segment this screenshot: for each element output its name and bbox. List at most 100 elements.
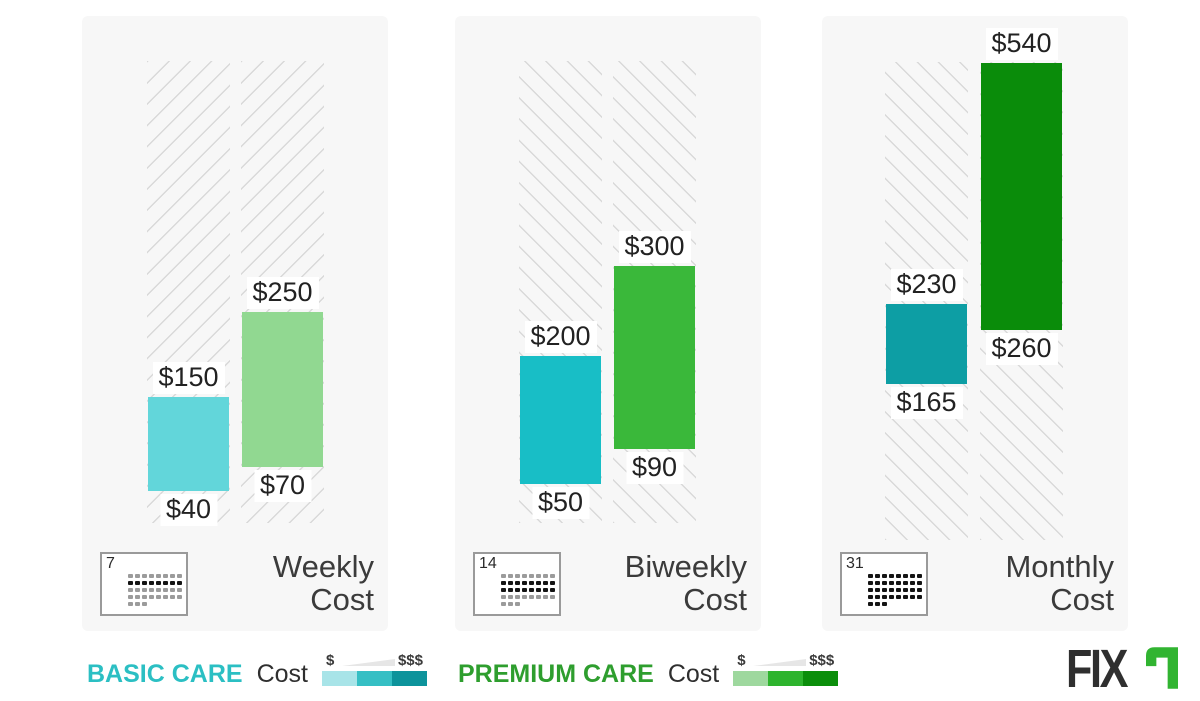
calendar-week-row [501,595,555,599]
scale-wedge-icon [753,659,807,666]
bar-basic-care: $150 $40 [148,362,229,526]
bar-basic-care: $200 $50 [520,321,601,519]
calendar-day-dash [868,574,873,578]
cost-scale-premium: $ $$$ [733,653,839,686]
calendar-day-dash [515,602,520,606]
calendar-day-dash [522,581,527,585]
calendar-day-dash [910,595,915,599]
calendar-day-dash [917,574,922,578]
plot-area-monthly: $230 $165 $540 $260 [822,16,1128,541]
calendar-grid [501,574,555,606]
calendar-day-dash [522,574,527,578]
calendar-day-dash [156,595,161,599]
calendar-week-row [128,574,182,578]
cost-swatch [321,671,357,686]
value-label-low: $40 [159,494,218,526]
legend-premium-name: PREMIUM CARE [458,660,654,688]
value-label-low: $90 [625,452,684,484]
calendar-grid [868,574,922,606]
calendar-day-dash [163,574,168,578]
calendar-day-dash [177,574,182,578]
calendar-day-dash [142,595,147,599]
calendar-day-dash [882,581,887,585]
value-label-high: $250 [246,277,319,309]
calendar-day-dash [170,574,175,578]
calendar-day-dash [163,595,168,599]
calendar-day-dash [508,574,513,578]
calendar-day-dash [170,588,175,592]
calendar-day-dash [163,581,168,585]
cost-swatch [356,671,392,686]
calendar-day-dash [529,574,534,578]
calendar-day-dash [177,595,182,599]
calendar-day-dash [149,588,154,592]
panel-title-biweekly: Biweekly Cost [624,549,747,617]
calendar-day-dash [156,581,161,585]
calendar-day-dash [128,595,133,599]
calendar-day-dash [903,588,908,592]
calendar-day-dash [896,595,901,599]
calendar-week-row [128,581,182,585]
calendar-day-dash [156,588,161,592]
calendar-day-dash [543,595,548,599]
calendar-day-dash [875,581,880,585]
calendar-day-dash [868,581,873,585]
panel-title-weekly: Weekly Cost [273,550,374,617]
calendar-day-dash [875,595,880,599]
calendar-day-dash [508,581,513,585]
value-label-high: $150 [152,362,225,394]
calendar-day-dash [889,595,894,599]
bar-premium-care: $250 $70 [242,277,323,502]
calendar-day-dash [536,574,541,578]
calendar-day-number: 7 [106,555,115,572]
calendar-day-dash [550,581,555,585]
calendar-day-dash [882,602,887,606]
calendar-day-dash [917,595,922,599]
calendar-day-dash [896,581,901,585]
calendar-day-dash [868,588,873,592]
calendar-day-dash [910,581,915,585]
calendar-week-row [501,602,555,606]
calendar-day-dash [868,595,873,599]
legend-basic-cost-label: Cost [256,660,308,688]
panel-biweekly-cost: $200 $50 $300 $90 14 Biweekly Cost [455,16,761,631]
calendar-day-dash [543,581,548,585]
panel-title-line2: Cost [683,582,747,617]
bar-premium-care: $300 $90 [614,231,695,484]
calendar-day-dash [135,595,140,599]
calendar-week-row [501,588,555,592]
calendar-day-dash [522,588,527,592]
panel-title-line1: Biweekly [624,549,747,585]
calendar-day-dash [142,602,147,606]
calendar-day-dash [142,581,147,585]
calendar-day-dash [501,595,506,599]
value-label-high: $300 [618,231,691,263]
calendar-day-dash [501,574,506,578]
value-label-low: $165 [890,387,963,419]
calendar-day-dash [896,588,901,592]
cost-scale-basic: $ $$$ [321,653,427,686]
calendar-day-number: 31 [846,555,864,572]
calendar-day-dash [917,588,922,592]
panel-footer: 7 Weekly Cost [100,550,374,618]
panel-footer: 14 Biweekly Cost [473,550,747,618]
calendar-day-dash [889,574,894,578]
calendar-day-dash [501,602,506,606]
panel-footer: 31 Monthly Cost [840,550,1114,618]
calendar-day-dash [515,595,520,599]
calendar-week-row [868,581,922,585]
calendar-day-dash [142,588,147,592]
calendar-day-dash [135,602,140,606]
plot-area-weekly: $150 $40 $250 $70 [82,16,388,541]
calendar-day-dash [177,581,182,585]
calendar-day-dash [889,588,894,592]
logo-text: FIX [1066,639,1128,699]
panel-monthly-cost: $230 $165 $540 $260 31 Monthly Cost [822,16,1128,631]
calendar-day-dash [550,574,555,578]
scale-wedge-icon [341,659,395,666]
value-label-high: $540 [985,28,1058,60]
calendar-day-dash [536,595,541,599]
plot-area-biweekly: $200 $50 $300 $90 [455,16,761,541]
calendar-day-dash [170,595,175,599]
value-label-low: $50 [531,487,590,519]
